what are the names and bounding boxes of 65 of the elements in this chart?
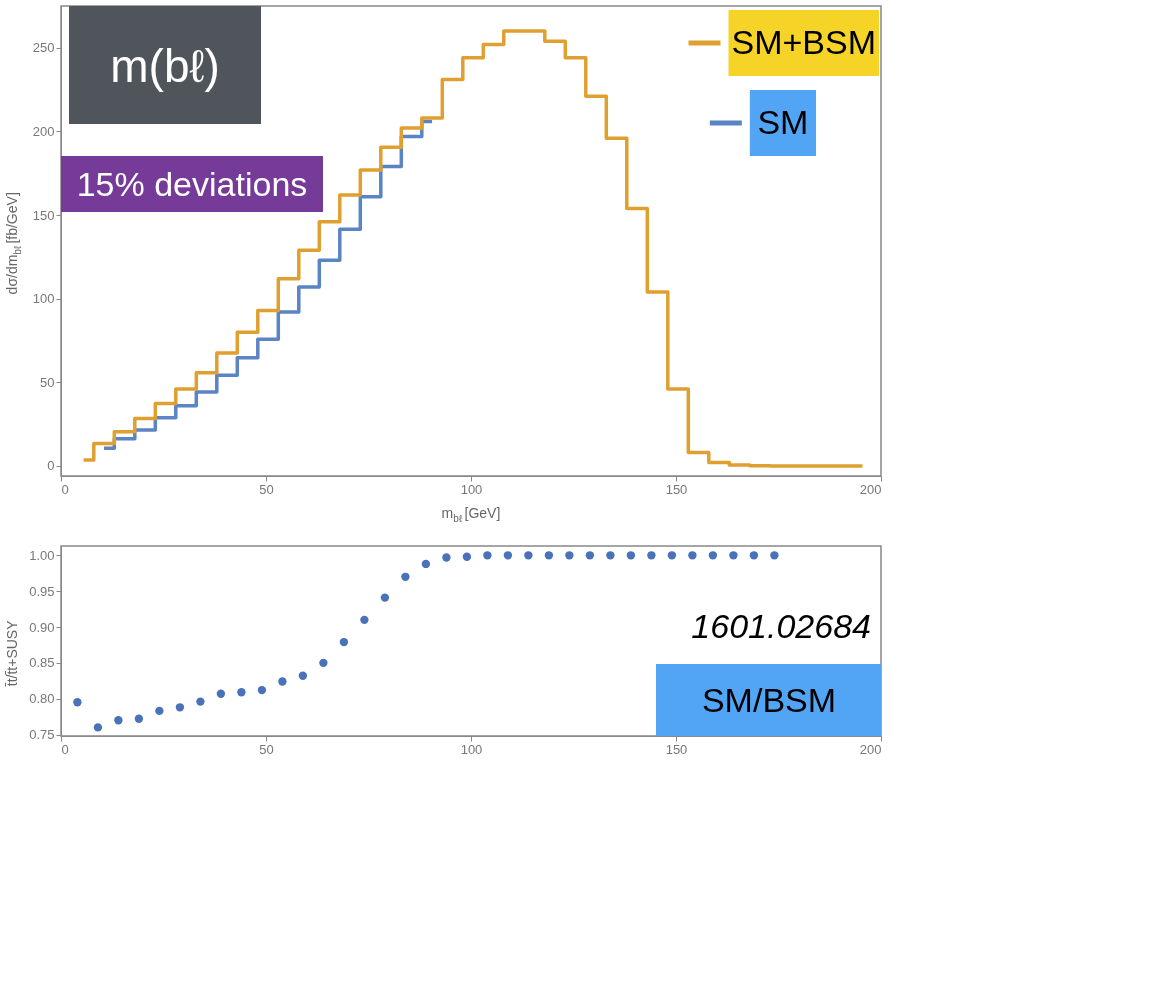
- point: [237, 688, 246, 697]
- point: [319, 658, 328, 668]
- annotation: m(bℓ): [110, 40, 220, 92]
- y-tick-label: 0.75: [29, 727, 55, 743]
- annotation: 1601.02684: [691, 607, 871, 645]
- point: [380, 593, 390, 602]
- point: [585, 551, 595, 560]
- x-tick-label: 50: [259, 481, 274, 497]
- y-tick-label: 0.85: [29, 655, 55, 671]
- x-tick-label: 0: [61, 741, 69, 757]
- x-tick-label: 150: [665, 481, 688, 497]
- point: [360, 615, 369, 625]
- point: [647, 551, 656, 560]
- point: [606, 551, 615, 560]
- point: [483, 551, 492, 560]
- point: [729, 551, 738, 560]
- y-tick-label: 0.80: [29, 691, 55, 707]
- point: [339, 637, 349, 647]
- point: [770, 551, 779, 560]
- x-tick-label: 150: [665, 741, 688, 757]
- x-tick-label: 200: [859, 481, 882, 497]
- y-tick-label: 0: [47, 458, 55, 474]
- point: [626, 551, 636, 560]
- y-tick-label: 0.95: [29, 583, 55, 599]
- point: [708, 551, 718, 560]
- y-axis-title: dσ/dmbℓ [fb/GeV]: [4, 192, 23, 295]
- point: [155, 706, 164, 716]
- y-axis-title: t̄t/t̄t+SUSY: [4, 619, 20, 687]
- point: [401, 572, 410, 581]
- point: [442, 553, 451, 562]
- point: [114, 716, 123, 725]
- point: [462, 552, 472, 561]
- annotation: 15% deviations: [76, 165, 308, 203]
- y-tick-label: 150: [32, 207, 55, 223]
- point: [544, 551, 554, 560]
- legend-label: SM: [757, 103, 809, 141]
- point: [134, 714, 144, 723]
- point: [524, 551, 533, 560]
- y-tick-label: 1.00: [29, 547, 55, 563]
- point: [749, 551, 759, 560]
- annotation: SM/BSM: [701, 681, 837, 719]
- y-tick-label: 50: [40, 374, 55, 390]
- point: [196, 697, 205, 706]
- x-tick-label: 100: [460, 481, 483, 497]
- y-tick-label: 0.90: [29, 619, 55, 635]
- point: [175, 703, 185, 712]
- y-tick-label: 200: [32, 123, 55, 139]
- y-tick-label: 250: [32, 40, 55, 56]
- point: [565, 551, 574, 560]
- x-tick-label: 100: [460, 741, 483, 757]
- point: [667, 551, 677, 560]
- point: [298, 671, 308, 680]
- point: [278, 677, 287, 686]
- legend-label: SM+BSM: [731, 23, 877, 61]
- y-tick-label: 100: [32, 291, 55, 307]
- x-tick-label: 0: [61, 481, 69, 497]
- point: [257, 685, 267, 695]
- point: [216, 689, 226, 698]
- point: [421, 559, 431, 569]
- point: [93, 723, 103, 732]
- point: [73, 698, 82, 707]
- point: [688, 551, 697, 560]
- x-tick-label: 50: [259, 741, 274, 757]
- x-tick-label: 200: [859, 741, 882, 757]
- point: [503, 551, 513, 560]
